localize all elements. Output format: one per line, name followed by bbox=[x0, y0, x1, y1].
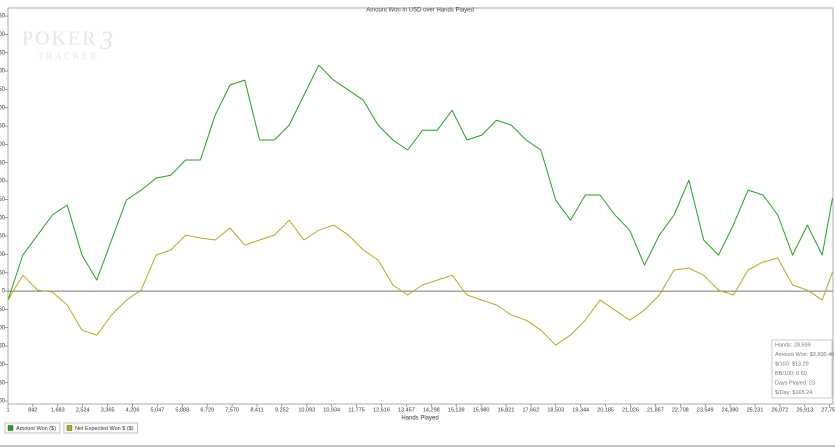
y-tick-label: 2,250 bbox=[0, 234, 6, 240]
y-tick-label: 9,750 bbox=[0, 50, 6, 56]
x-tick-label: 21,026 bbox=[622, 407, 639, 413]
x-tick-label: 10,093 bbox=[298, 407, 315, 413]
chart-title: Amount Won in USD over Hands Played bbox=[366, 8, 474, 14]
y-tick-label: -2,250 bbox=[0, 344, 6, 350]
x-tick-label: 22,708 bbox=[672, 407, 689, 413]
y-tick-label: -1,500 bbox=[0, 325, 6, 331]
series-line bbox=[7, 64, 833, 301]
stat-line: BB/100: 0.60 bbox=[775, 371, 807, 377]
y-tick-label: 4,500 bbox=[0, 179, 6, 185]
x-tick-label: 1 bbox=[6, 407, 9, 413]
legend-swatch bbox=[7, 425, 14, 431]
x-tick-label: 8,411 bbox=[250, 407, 263, 413]
logo-mark: 3 bbox=[99, 26, 113, 55]
series-line bbox=[7, 219, 833, 346]
logo-text: POKER bbox=[22, 28, 98, 50]
stat-line: Hands: 28,599 bbox=[775, 342, 811, 348]
x-tick-label: 24,390 bbox=[722, 407, 739, 413]
x-tick-label: 18,503 bbox=[547, 407, 564, 413]
legend-item bbox=[63, 422, 138, 434]
x-tick-label: 6,729 bbox=[200, 407, 214, 413]
legend-label: Net Expected Won $ ($) bbox=[75, 426, 134, 432]
stats-box bbox=[771, 339, 833, 399]
x-tick-label: 26,072 bbox=[771, 407, 788, 413]
legend-swatch bbox=[66, 425, 73, 431]
x-tick-label: 25,231 bbox=[747, 407, 764, 413]
y-tick-label: -4,500 bbox=[0, 399, 6, 405]
y-tick-label: 3,750 bbox=[0, 197, 6, 203]
y-tick-label: 9,000 bbox=[0, 69, 6, 75]
y-tick-label: 10,500 bbox=[0, 32, 6, 38]
logo-text: TRACKER bbox=[38, 51, 99, 62]
x-tick-label: 842 bbox=[28, 407, 37, 413]
x-tick-label: 4,206 bbox=[126, 407, 140, 413]
x-tick-label: 16,821 bbox=[498, 407, 515, 413]
y-tick-label: 0 bbox=[2, 289, 6, 295]
x-tick-label: 27,754 bbox=[821, 407, 835, 413]
x-tick-label: 12,616 bbox=[373, 407, 390, 413]
y-tick-label: 6,000 bbox=[0, 142, 6, 148]
x-tick-label: 3,365 bbox=[101, 407, 115, 413]
plot-area bbox=[7, 7, 834, 405]
stat-line: Days Played: 23 bbox=[775, 380, 815, 386]
x-tick-label: 10,934 bbox=[323, 407, 340, 413]
y-tick-label: 750 bbox=[0, 270, 6, 276]
x-axis-label: Hands Played bbox=[401, 416, 438, 422]
x-tick-label: 13,457 bbox=[398, 407, 415, 413]
y-tick-label: 8,250 bbox=[0, 87, 6, 93]
y-tick-label: 3,000 bbox=[0, 215, 6, 221]
x-tick-label: 11,775 bbox=[348, 407, 364, 413]
x-tick-label: 23,549 bbox=[697, 407, 714, 413]
y-tick-label: -3,000 bbox=[0, 362, 6, 368]
x-tick-label: 5,888 bbox=[175, 407, 189, 413]
x-tick-label: 9,252 bbox=[275, 407, 289, 413]
x-tick-label: 7,570 bbox=[225, 407, 239, 413]
x-tick-label: 20,185 bbox=[597, 407, 614, 413]
y-tick-label: 11,250 bbox=[0, 14, 6, 20]
x-tick-label: 17,662 bbox=[522, 407, 539, 413]
x-tick-label: 2,524 bbox=[76, 407, 90, 413]
x-tick-label: 19,344 bbox=[572, 407, 589, 413]
x-tick-label: 14,298 bbox=[423, 407, 440, 413]
x-tick-label: 21,867 bbox=[647, 407, 664, 413]
x-tick-label: 5,047 bbox=[151, 407, 165, 413]
x-tick-label: 26,913 bbox=[796, 407, 813, 413]
y-tick-label: 5,250 bbox=[0, 160, 6, 166]
y-tick-label: -3,750 bbox=[0, 380, 6, 386]
stat-line: Amount Won: $3,800.40 bbox=[775, 352, 834, 358]
y-tick-label: 7,500 bbox=[0, 105, 6, 111]
x-tick-label: 15,980 bbox=[473, 407, 490, 413]
y-tick-label: 6,750 bbox=[0, 124, 6, 130]
y-tick-label: -750 bbox=[0, 307, 6, 313]
legend-item bbox=[4, 422, 61, 434]
y-tick-label: 1,500 bbox=[0, 252, 6, 258]
stat-line: $/Day: $165.24 bbox=[775, 390, 812, 396]
legend-label: Amount Won ($) bbox=[16, 426, 56, 432]
x-tick-label: 1,683 bbox=[51, 407, 65, 413]
x-tick-label: 15,139 bbox=[448, 407, 465, 413]
stat-line: $/100: $13.29 bbox=[775, 361, 809, 367]
